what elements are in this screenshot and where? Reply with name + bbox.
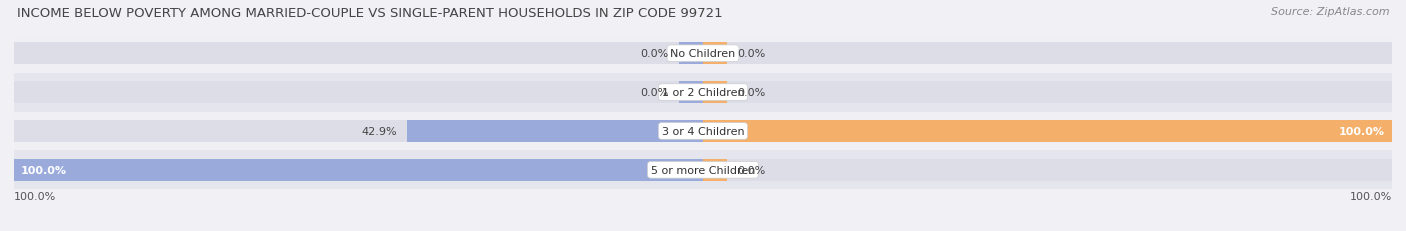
Bar bbox=[14, 82, 703, 104]
Bar bbox=[679, 82, 703, 104]
Bar bbox=[703, 120, 1392, 143]
Text: 100.0%: 100.0% bbox=[1339, 126, 1385, 136]
Text: 1 or 2 Children: 1 or 2 Children bbox=[662, 88, 744, 98]
Text: 0.0%: 0.0% bbox=[640, 88, 669, 98]
Bar bbox=[703, 43, 1392, 65]
Text: 0.0%: 0.0% bbox=[738, 88, 766, 98]
Text: No Children: No Children bbox=[671, 49, 735, 59]
Bar bbox=[703, 82, 727, 104]
Text: 0.0%: 0.0% bbox=[738, 165, 766, 175]
Bar bbox=[703, 159, 727, 181]
Text: 100.0%: 100.0% bbox=[21, 165, 67, 175]
Text: INCOME BELOW POVERTY AMONG MARRIED-COUPLE VS SINGLE-PARENT HOUSEHOLDS IN ZIP COD: INCOME BELOW POVERTY AMONG MARRIED-COUPL… bbox=[17, 7, 723, 20]
Text: Source: ZipAtlas.com: Source: ZipAtlas.com bbox=[1271, 7, 1389, 17]
Bar bbox=[14, 159, 703, 181]
Bar bbox=[703, 82, 1392, 104]
Bar bbox=[679, 43, 703, 65]
Text: 5 or more Children: 5 or more Children bbox=[651, 165, 755, 175]
Text: 42.9%: 42.9% bbox=[361, 126, 396, 136]
Text: 3 or 4 Children: 3 or 4 Children bbox=[662, 126, 744, 136]
Bar bbox=[14, 159, 703, 181]
Bar bbox=[408, 120, 703, 143]
Text: 100.0%: 100.0% bbox=[14, 191, 56, 201]
Bar bbox=[14, 120, 703, 143]
Bar bbox=[703, 120, 1392, 143]
Bar bbox=[14, 73, 1392, 112]
Text: 0.0%: 0.0% bbox=[640, 49, 669, 59]
Text: 0.0%: 0.0% bbox=[738, 49, 766, 59]
Bar bbox=[703, 159, 1392, 181]
Text: 100.0%: 100.0% bbox=[1350, 191, 1392, 201]
Bar bbox=[14, 151, 1392, 189]
Bar bbox=[14, 35, 1392, 73]
Bar bbox=[14, 43, 703, 65]
Bar bbox=[703, 43, 727, 65]
Bar bbox=[14, 112, 1392, 151]
